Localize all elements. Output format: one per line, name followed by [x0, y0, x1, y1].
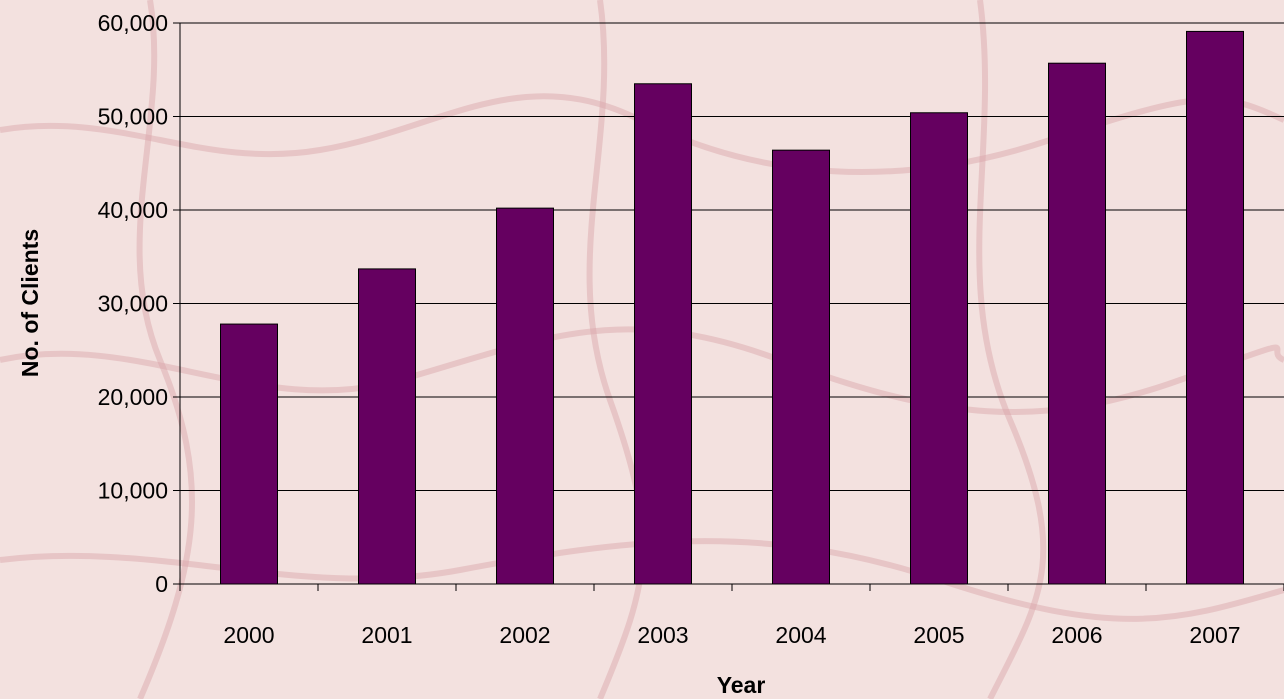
y-axis-title: No. of Clients [17, 229, 43, 377]
x-axis-title: Year [717, 672, 766, 698]
bar-2006 [1048, 62, 1106, 585]
bar-2004 [772, 149, 830, 585]
x-tick-label-2001: 2001 [361, 622, 412, 648]
x-tick-label-2002: 2002 [499, 622, 550, 648]
x-tick-label-2007: 2007 [1189, 622, 1240, 648]
bar-2007 [1186, 30, 1244, 585]
x-tick-label-2004: 2004 [775, 622, 826, 648]
map-line-3 [586, 0, 646, 699]
y-tick-label-3: 30,000 [98, 291, 168, 317]
y-tick-label-4: 40,000 [98, 197, 168, 223]
bar-2001 [358, 268, 416, 585]
y-tick-label-1: 10,000 [98, 478, 168, 504]
map-line-4 [976, 0, 1047, 699]
bars [220, 30, 1244, 585]
bar-2003 [634, 83, 692, 585]
y-tick-label-5: 50,000 [98, 104, 168, 130]
map-line-2 [136, 0, 195, 699]
axes [173, 22, 1284, 591]
x-tick-label-2003: 2003 [637, 622, 688, 648]
x-tick-label-2005: 2005 [913, 622, 964, 648]
y-tick-label-2: 20,000 [98, 384, 168, 410]
y-tick-label-0: 0 [155, 571, 168, 597]
x-tick-label-2000: 2000 [223, 622, 274, 648]
x-tick-label-2006: 2006 [1051, 622, 1102, 648]
bar-2000 [220, 323, 278, 585]
bar-2005 [910, 112, 968, 585]
bar-2002 [496, 207, 554, 585]
y-tick-label-6: 60,000 [98, 10, 168, 36]
y-tick-labels: 0 10,000 20,000 30,000 40,000 50,000 60,000 [98, 10, 168, 597]
x-tick-labels: 2000 2001 2002 2003 2004 2005 2006 2007 [223, 622, 1240, 648]
